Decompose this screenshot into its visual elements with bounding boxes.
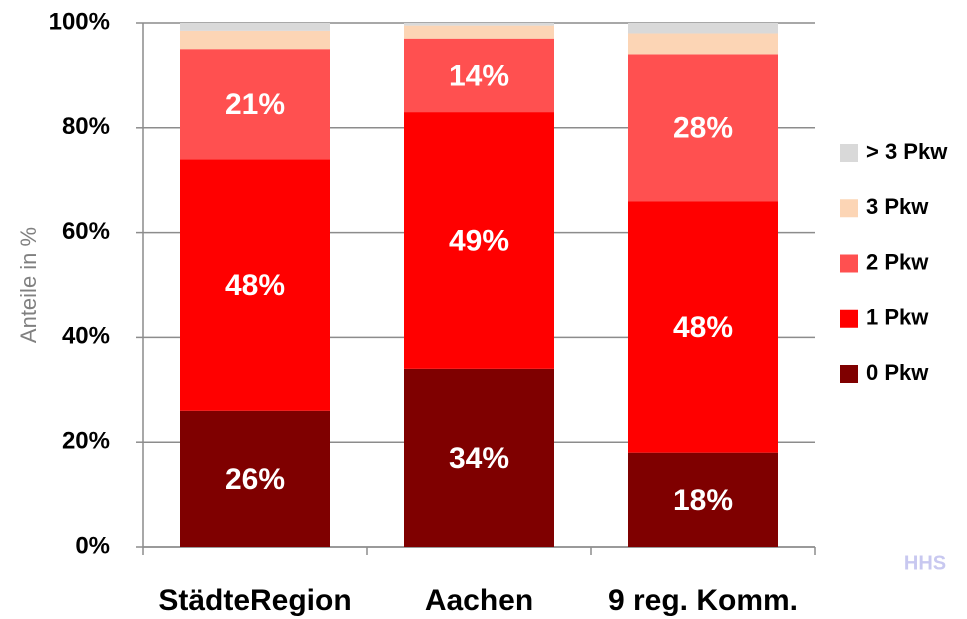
data-label: 34% [449, 442, 509, 475]
bar-segment [180, 159, 330, 411]
legend-swatch [840, 254, 858, 273]
bar-segment [180, 30, 330, 50]
bar-segment [628, 33, 778, 55]
bar-segment [404, 25, 554, 39]
legend-swatch [840, 144, 858, 162]
bar-segment [180, 49, 330, 160]
bar-segment [628, 54, 778, 202]
y-tick-label: 20% [62, 428, 110, 455]
bar-segment [404, 112, 554, 369]
x-tick-label: 9 reg. Komm. [608, 584, 798, 617]
legend-label: 1 Pkw [866, 305, 929, 330]
legend-label: 2 Pkw [866, 249, 929, 274]
legend-label: 0 Pkw [866, 360, 929, 385]
data-label: 26% [225, 463, 285, 496]
x-tick-label: Aachen [425, 584, 533, 617]
bar-segment [628, 201, 778, 453]
y-tick-label: 80% [62, 113, 110, 140]
data-label: 18% [673, 484, 733, 517]
bar-segment [180, 23, 330, 31]
data-label: 49% [449, 224, 509, 257]
data-label: 21% [225, 88, 285, 121]
y-tick-label: 40% [62, 323, 110, 350]
legend-label: 3 Pkw [866, 194, 929, 219]
data-label: 14% [449, 59, 509, 92]
x-tick-label: StädteRegion [158, 584, 351, 617]
bar-segment [404, 38, 554, 113]
y-tick-label: 60% [62, 218, 110, 245]
bar-segment [404, 23, 554, 26]
data-label: 48% [673, 311, 733, 344]
y-axis-label: Anteile in % [16, 227, 41, 343]
watermark: HHS [904, 552, 946, 574]
bar-segment [180, 410, 330, 547]
y-tick-label: 100% [49, 8, 110, 35]
legend-label: > 3 Pkw [866, 139, 948, 164]
bar-segment [404, 368, 554, 547]
legend-swatch [840, 365, 858, 383]
y-tick-label: 0% [75, 532, 110, 559]
bar-segment [628, 23, 778, 34]
legend-swatch [840, 199, 858, 218]
legend-swatch [840, 309, 858, 328]
bar-segment [628, 452, 778, 547]
data-label: 48% [225, 269, 285, 302]
data-label: 28% [673, 112, 733, 145]
